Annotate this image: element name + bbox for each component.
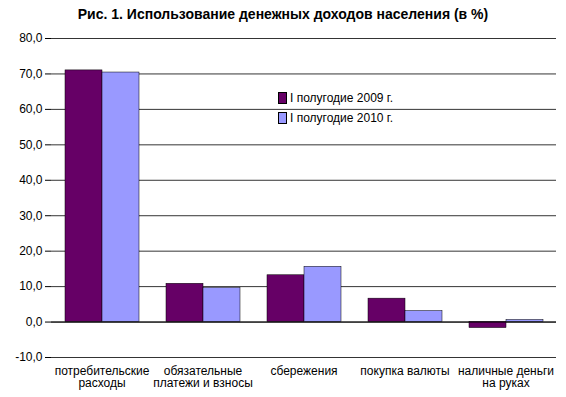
svg-text:покупка валюты: покупка валюты xyxy=(360,364,449,378)
html-text:Рис. 1. Использование денежных: Рис. 1. Использование денежных доходов н… xyxy=(77,6,489,22)
html-text:I полугодие 2009 г.: I полугодие 2009 г. xyxy=(290,91,394,105)
svg-text:30,0: 30,0 xyxy=(19,209,43,223)
svg-text:-10,0: -10,0 xyxy=(15,350,43,364)
svg-text:потребительскиерасходы: потребительскиерасходы xyxy=(55,364,150,390)
svg-text:70,0: 70,0 xyxy=(19,67,43,81)
svg-text:80,0: 80,0 xyxy=(19,31,43,45)
svg-text:сбережения: сбережения xyxy=(270,364,337,378)
svg-text:10,0: 10,0 xyxy=(19,279,43,293)
svg-text:20,0: 20,0 xyxy=(19,244,43,258)
html-text:I полугодие 2010 г.: I полугодие 2010 г. xyxy=(290,111,394,125)
svg-text:60,0: 60,0 xyxy=(19,102,43,116)
svg-text:0,0: 0,0 xyxy=(26,315,43,329)
svg-text:наличные деньгина руках: наличные деньгина руках xyxy=(458,364,554,390)
svg-text:40,0: 40,0 xyxy=(19,173,43,187)
svg-text:обязательныеплатежи и взносы: обязательныеплатежи и взносы xyxy=(153,364,253,390)
svg-text:50,0: 50,0 xyxy=(19,138,43,152)
